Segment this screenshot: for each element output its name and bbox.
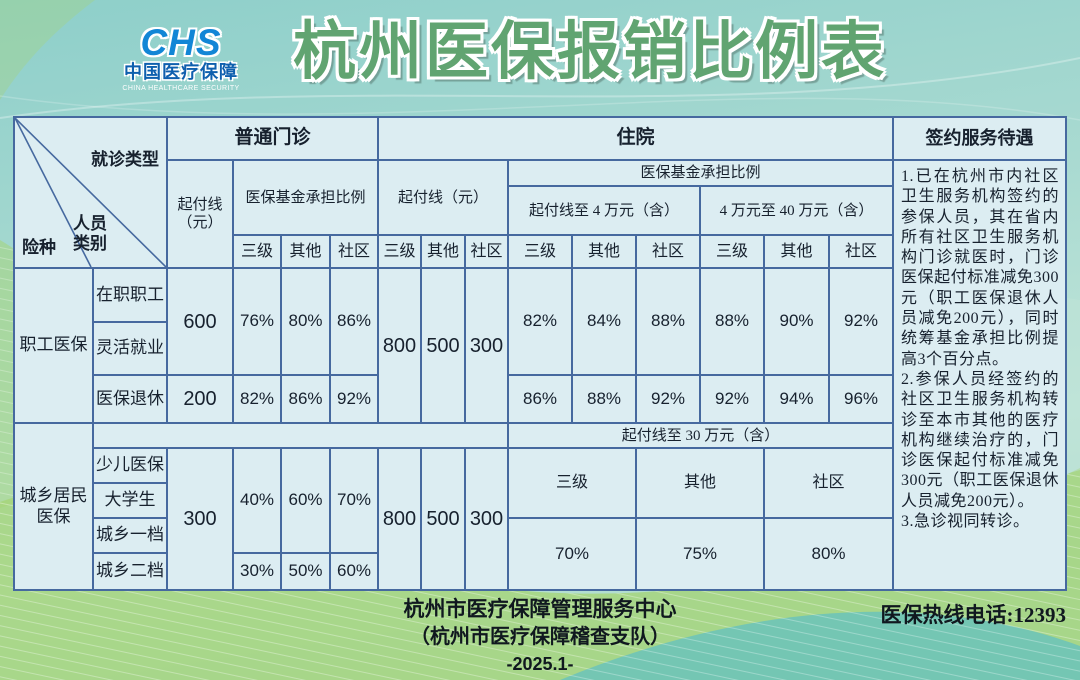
hotline-text: 医保热线电话:12393 <box>880 603 1067 627</box>
tier-header: 社区 <box>636 235 700 268</box>
inpatient-deductible-header: 起付线（元） <box>378 160 508 235</box>
tier-header: 三级 <box>378 235 421 268</box>
row-label-active-employee: 在职职工 <box>93 268 167 322</box>
rate-cell: 92% <box>330 375 378 423</box>
tier-header: 其他 <box>572 235 636 268</box>
rate-cell: 90% <box>764 268 829 375</box>
chs-logo-name-cn: 中国医疗保障 <box>124 62 238 82</box>
tier-header: 社区 <box>465 235 508 268</box>
rate-cell: 70% <box>330 448 378 553</box>
rate-cell: 84% <box>572 268 636 375</box>
inpatient-fund-ratio-header: 医保基金承担比例 <box>508 160 893 186</box>
corner-person-line1: 人员 <box>73 214 107 233</box>
rate-cell: 94% <box>764 375 829 423</box>
outpatient-deductible-header: 起付线（元） <box>167 160 233 268</box>
rate-cell: 92% <box>636 375 700 423</box>
tier-header: 其他 <box>764 235 829 268</box>
rate-cell: 88% <box>700 268 764 375</box>
signed-service-note-2: 2.参保人员经签约的社区卫生服务机构转诊至本市其他的医疗机构继续治疗的，门诊医保… <box>901 370 1059 510</box>
rate-cell: 92% <box>829 268 893 375</box>
reimbursement-table: 就诊类型 人员 类别 险种 普通门诊 住院 签约服务待遇 起付线（元） 医保基金… <box>13 116 1067 591</box>
rate-cell: 82% <box>233 375 281 423</box>
tier-header: 其他 <box>421 235 465 268</box>
rate-cell: 70% <box>508 518 636 590</box>
outpatient-group-header: 普通门诊 <box>167 117 378 160</box>
inpatient-deductible-value: 800 <box>378 448 421 590</box>
outpatient-deductible-value: 600 <box>167 268 233 375</box>
rate-cell: 82% <box>508 268 572 375</box>
inpatient-range-to-30w-header: 起付线至 30 万元（含） <box>508 423 893 448</box>
rate-cell: 88% <box>572 375 636 423</box>
diagonal-divider-lines <box>15 118 166 267</box>
footer-organization: 杭州市医疗保障管理服务中心 <box>403 597 677 621</box>
rate-cell: 60% <box>281 448 330 553</box>
inpatient-range-to-4w-header: 起付线至 4 万元（含） <box>508 186 700 235</box>
inpatient-deductible-value: 500 <box>421 268 465 423</box>
footer-department: （杭州市医疗保障稽查支队） <box>410 626 670 648</box>
inpatient-range-4-to-40w-header: 4 万元至 40 万元（含） <box>700 186 893 235</box>
rate-cell: 80% <box>764 518 893 590</box>
footer-issuer-block: 杭州市医疗保障管理服务中心 （杭州市医疗保障稽查支队） -2025.1- <box>0 595 1080 677</box>
rate-cell: 40% <box>233 448 281 553</box>
corner-person-category-label: 人员 类别 <box>73 214 107 254</box>
row-label-urban-rural-tier1: 城乡一档 <box>93 518 167 553</box>
signed-service-note-3: 3.急诊视同转诊。 <box>901 513 1030 531</box>
tier-header: 三级 <box>508 235 572 268</box>
tier-header: 三级 <box>233 235 281 268</box>
chs-logo-name-en: CHINA HEALTHCARE SECURITY <box>122 85 240 92</box>
corner-insurance-type-label: 险种 <box>22 237 56 257</box>
footer-date: -2025.1- <box>506 654 574 674</box>
rate-cell: 60% <box>330 553 378 590</box>
outpatient-fund-ratio-header: 医保基金承担比例 <box>233 160 378 235</box>
empty-cell <box>93 423 508 448</box>
row-label-children: 少儿医保 <box>93 448 167 483</box>
inpatient-group-header: 住院 <box>378 117 893 160</box>
rate-cell: 92% <box>700 375 764 423</box>
rate-cell: 88% <box>636 268 700 375</box>
rate-cell: 86% <box>330 268 378 375</box>
rate-cell: 30% <box>233 553 281 590</box>
inpatient-deductible-value: 500 <box>421 448 465 590</box>
page-title: 杭州医保报销比例表 <box>293 17 887 87</box>
outpatient-deductible-value: 200 <box>167 375 233 423</box>
inpatient-deductible-value: 800 <box>378 268 421 423</box>
tier-header: 社区 <box>829 235 893 268</box>
tier-header: 社区 <box>764 448 893 518</box>
employee-insurance-label: 职工医保 <box>14 268 93 423</box>
rate-cell: 80% <box>281 268 330 375</box>
resident-insurance-label: 城乡居民医保 <box>14 423 93 590</box>
inpatient-deductible-value: 300 <box>465 448 508 590</box>
tier-header: 其他 <box>281 235 330 268</box>
row-label-college-student: 大学生 <box>93 483 167 518</box>
outpatient-deductible-value: 300 <box>167 448 233 590</box>
chs-logo: CHS 中国医疗保障 CHINA HEALTHCARE SECURITY <box>121 22 241 92</box>
row-label-urban-rural-tier2: 城乡二档 <box>93 553 167 590</box>
inpatient-deductible-value: 300 <box>465 268 508 423</box>
rate-cell: 86% <box>281 375 330 423</box>
rate-cell: 96% <box>829 375 893 423</box>
tier-header: 社区 <box>330 235 378 268</box>
signed-service-notes-cell: 1.已在杭州市内社区卫生服务机构签约的参保人员，其在省内所有社区卫生服务机构门诊… <box>893 160 1066 590</box>
chs-logo-abbr: CHS <box>140 22 222 63</box>
rate-cell: 86% <box>508 375 572 423</box>
row-label-flexible-employment: 灵活就业 <box>93 322 167 375</box>
signed-service-note-1: 1.已在杭州市内社区卫生服务机构签约的参保人员，其在省内所有社区卫生服务机构门诊… <box>901 168 1059 368</box>
rate-cell: 75% <box>636 518 764 590</box>
corner-header-cell: 就诊类型 人员 类别 险种 <box>14 117 167 268</box>
rate-cell: 76% <box>233 268 281 375</box>
corner-person-line2: 类别 <box>73 234 107 253</box>
tier-header: 三级 <box>508 448 636 518</box>
tier-header: 三级 <box>700 235 764 268</box>
corner-visit-type-label: 就诊类型 <box>91 150 159 169</box>
rate-cell: 50% <box>281 553 330 590</box>
tier-header: 其他 <box>636 448 764 518</box>
row-label-retired: 医保退休 <box>93 375 167 423</box>
signed-service-group-header: 签约服务待遇 <box>893 117 1066 160</box>
